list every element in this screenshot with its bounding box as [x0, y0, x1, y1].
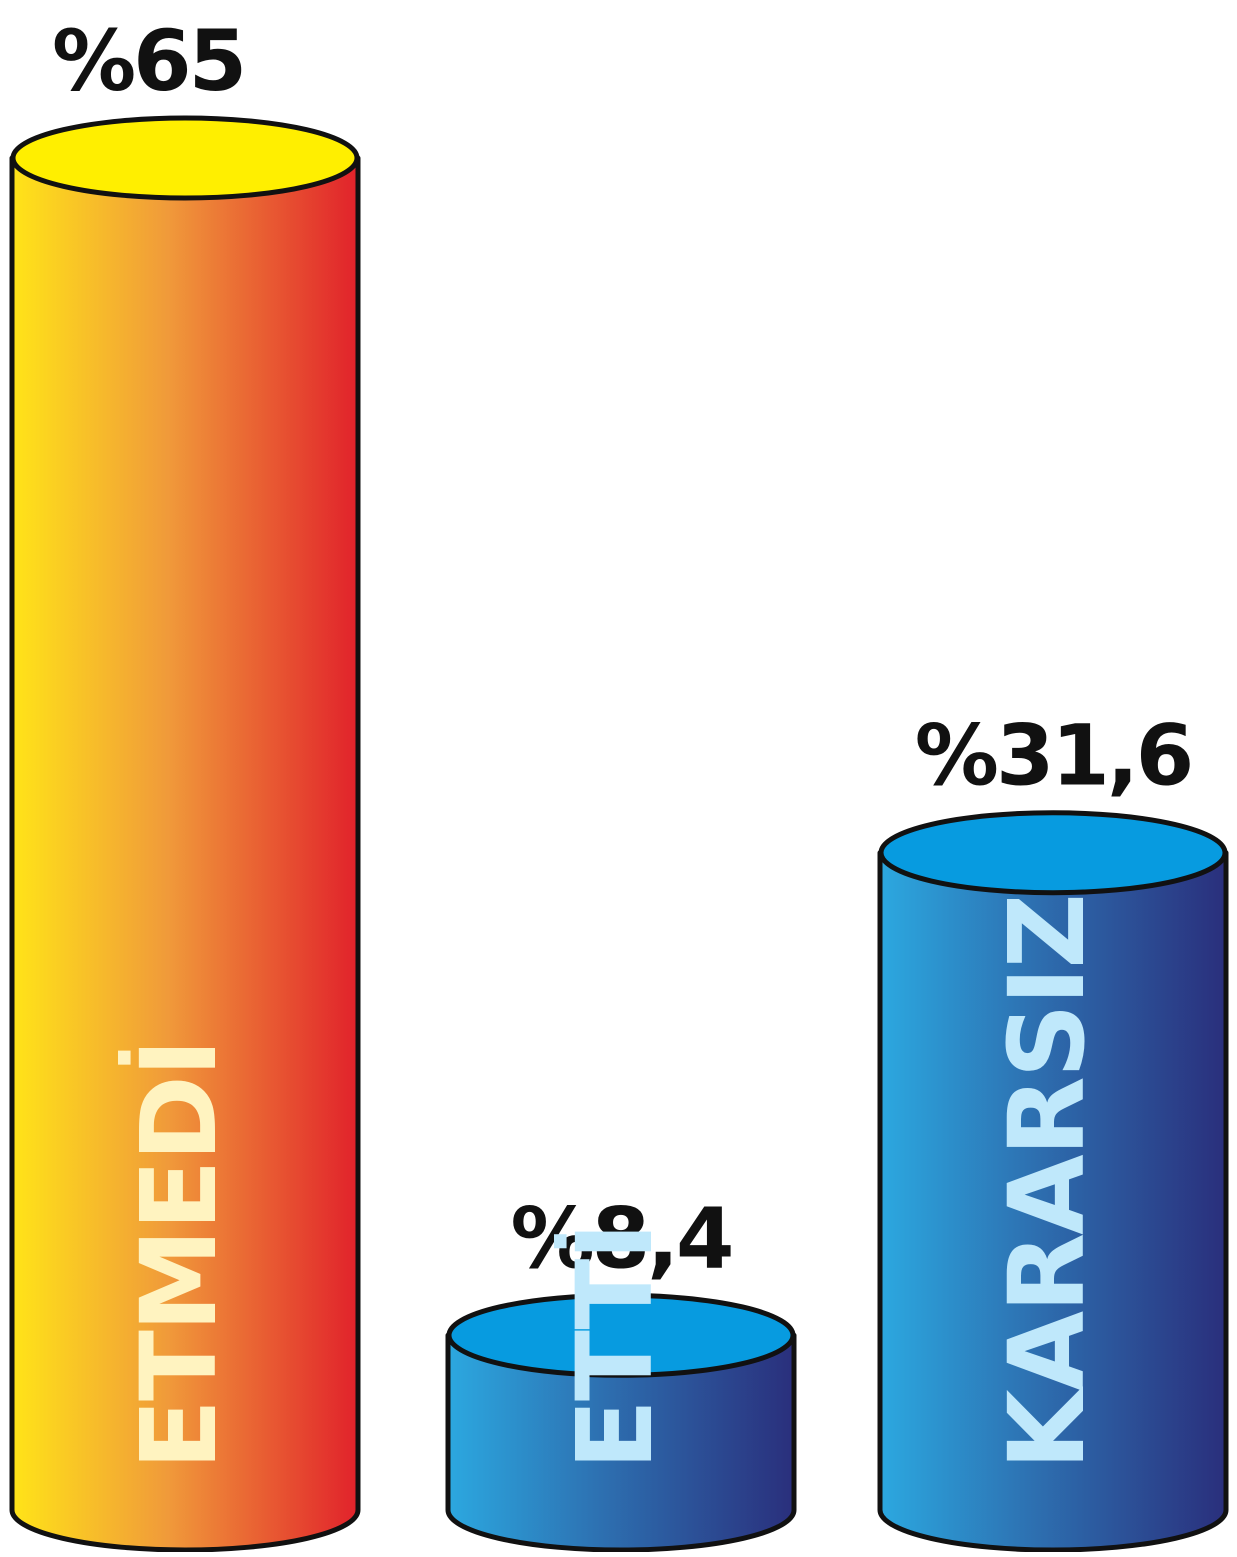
bar-top-ellipse — [10, 115, 360, 201]
value-label: %8,4 — [511, 1189, 732, 1287]
value-label: %31,6 — [915, 707, 1191, 805]
bar-etmedi: %65 ETMEDİ — [9, 12, 361, 1553]
bar-kararsiz: %31,6 KARARSIZ — [877, 707, 1229, 1553]
bar-top-ellipse — [446, 1292, 796, 1378]
category-label: ETMEDİ — [118, 1040, 240, 1470]
bar-body — [445, 1332, 797, 1553]
category-label: ETTİ — [554, 1224, 676, 1470]
bar-top-ellipse — [878, 810, 1228, 896]
bar-body — [877, 850, 1229, 1553]
bar-body — [9, 155, 361, 1553]
value-label: %65 — [52, 12, 244, 110]
category-label: KARARSIZ — [986, 895, 1108, 1470]
